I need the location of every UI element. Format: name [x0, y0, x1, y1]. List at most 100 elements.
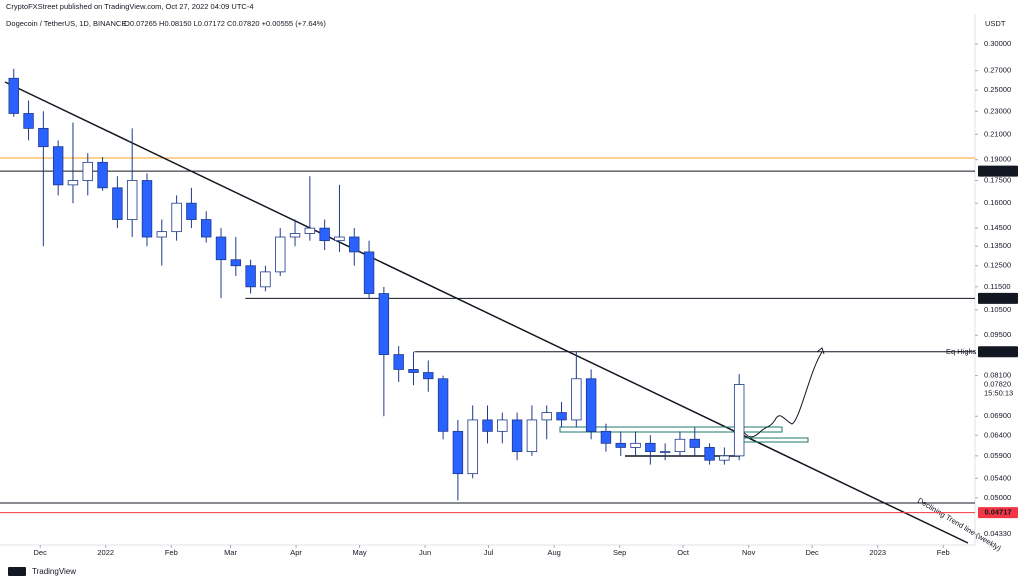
candle-body — [511, 419, 523, 453]
y-tick-label: 0.30000 — [984, 39, 1011, 48]
candle-body — [704, 447, 715, 461]
candle-body — [437, 378, 449, 432]
candle-body — [541, 412, 552, 421]
brand: TradingView — [32, 567, 76, 576]
candle-body — [674, 438, 686, 453]
candle-body — [334, 236, 345, 242]
candle-body — [615, 442, 626, 448]
currency: USDT — [985, 19, 1006, 28]
candle-body — [215, 236, 227, 261]
candle-body — [304, 227, 316, 234]
candle-body — [186, 202, 197, 220]
last-price: 0.07820 — [984, 380, 1011, 389]
x-tick-label: Apr — [290, 548, 302, 557]
x-tick-label: Dec — [34, 548, 48, 557]
x-tick-label: Sep — [613, 548, 626, 557]
candle-body — [171, 202, 182, 233]
level-tag — [978, 346, 1018, 358]
candle-body — [141, 180, 153, 238]
candle-body — [719, 455, 730, 461]
candle-body — [52, 146, 64, 186]
candle-body — [467, 419, 478, 475]
candle-body — [482, 419, 493, 432]
y-tick-label: 0.06400 — [984, 430, 1011, 439]
y-tick-label: 0.27000 — [984, 66, 1011, 75]
symbol: Dogecoin / TetherUS, 1D, BINANCE — [6, 19, 126, 28]
level-tag — [978, 292, 1018, 304]
x-tick-label: 2023 — [869, 548, 886, 557]
level-label: 0.08900 — [984, 347, 1011, 356]
candle-body — [630, 442, 641, 448]
y-tick-label: 0.19000 — [984, 155, 1011, 164]
candle-body — [526, 419, 538, 453]
level-label: 0.04717 — [984, 508, 1011, 517]
y-tick-label: 0.11500 — [984, 282, 1011, 291]
candle-body — [408, 369, 419, 373]
x-tick-label: Jul — [484, 548, 494, 557]
candle-body — [245, 265, 256, 288]
level-label: 0.10990 — [984, 293, 1011, 302]
y-tick-label: 0.05000 — [984, 493, 1011, 502]
y-tick-label: 0.25000 — [984, 85, 1011, 94]
x-tick-label: Feb — [165, 548, 178, 557]
x-tick-label: Nov — [742, 548, 756, 557]
y-tick-label: 0.05900 — [984, 451, 1011, 460]
candle-body — [349, 236, 360, 253]
candle-body — [689, 438, 700, 448]
y-tick-label: 0.05400 — [984, 473, 1011, 482]
candle-body — [659, 451, 671, 454]
candle-body — [319, 227, 330, 242]
publisher: CryptoFXStreet published on TradingView.… — [6, 2, 254, 11]
brand-logo — [8, 567, 26, 576]
y-tick-label: 0.17500 — [984, 175, 1011, 184]
candle-body — [38, 127, 49, 148]
candle-body — [600, 430, 612, 444]
candle-body — [363, 251, 375, 294]
candle-body — [230, 259, 242, 267]
y-tick-label: 0.14500 — [984, 223, 1011, 232]
y-tick-label: 0.13500 — [984, 241, 1011, 250]
x-tick-label: Feb — [937, 548, 950, 557]
candle-body — [82, 161, 93, 181]
candle-body — [571, 378, 582, 421]
y-tick-label: 0.23000 — [984, 106, 1011, 115]
x-tick-label: 2022 — [97, 548, 114, 557]
candle-body — [556, 412, 567, 421]
candle-body — [452, 430, 464, 475]
y-tick-label: 0.06900 — [984, 411, 1011, 420]
trend-line — [4, 81, 969, 544]
candle-body — [260, 271, 271, 288]
candle-body — [97, 161, 108, 189]
candle-body — [645, 442, 656, 453]
candle-body — [393, 354, 404, 370]
y-tick-label: 0.09500 — [984, 330, 1011, 339]
y-tick-label: 0.12500 — [984, 261, 1011, 270]
candle-body — [585, 378, 597, 432]
countdown: 15:50:13 — [984, 389, 1013, 398]
candle-body — [126, 180, 138, 220]
projection — [739, 351, 823, 438]
y-tick-label: 0.16000 — [984, 198, 1011, 207]
candle-body — [8, 77, 19, 114]
level-label: 0.18157 — [984, 166, 1011, 175]
y-tick-label: 0.21000 — [984, 129, 1011, 138]
y-tick-label: 0.08100 — [984, 371, 1011, 380]
y-tick-label: 0.04330 — [984, 529, 1011, 538]
ohlc: O0.07265 H0.08150 L0.07172 C0.07820 +0.0… — [124, 19, 326, 28]
candle-body — [112, 187, 123, 220]
x-tick-label: Dec — [805, 548, 819, 557]
candle-body — [423, 372, 434, 380]
candle-body — [156, 231, 168, 238]
candle-body — [733, 384, 745, 457]
zone-box — [559, 426, 783, 433]
x-tick-label: Jun — [419, 548, 431, 557]
candle-body — [275, 236, 286, 273]
x-tick-label: Mar — [224, 548, 237, 557]
candle-body — [497, 419, 508, 432]
level-tag — [978, 165, 1018, 177]
candle-body — [200, 219, 212, 238]
candle-body — [289, 233, 301, 238]
candle-body — [378, 293, 390, 356]
